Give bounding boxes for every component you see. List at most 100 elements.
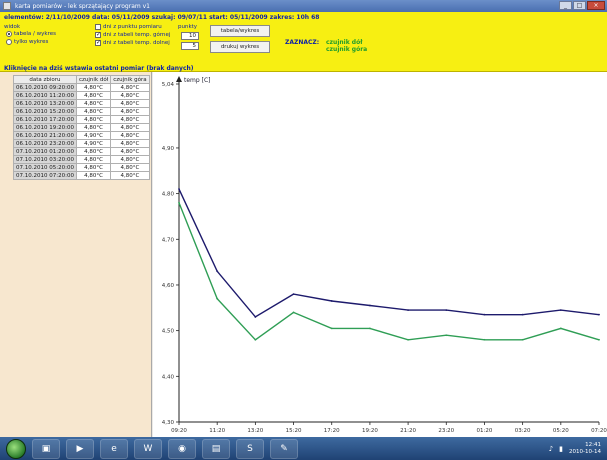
checkbox-checked-icon[interactable]: ✓: [95, 39, 102, 46]
maximize-button[interactable]: □: [573, 1, 586, 10]
table-row[interactable]: 06.10.2010 09:20:00 4,80°C 4,80°C: [13, 83, 150, 92]
temperature-chart: temp [C] 5,04 4,90 4,80 4,70 4,60 4,50 4,40 4,30…: [162, 76, 607, 434]
folder-icon[interactable]: ▤: [202, 438, 230, 459]
table-row[interactable]: 07.10.2010 05:20:00 4,80°C 4,80°C: [13, 163, 150, 172]
close-button[interactable]: ×: [587, 1, 605, 10]
table-row[interactable]: 07.10.2010 07:20:00 4,80°C 4,80°C: [13, 171, 150, 180]
explorer-icon[interactable]: ▣: [32, 438, 60, 459]
column-header-upper[interactable]: czujnik góra: [110, 75, 150, 84]
cell-date: 07.10.2010 03:20:00: [13, 155, 77, 164]
y-tick-label: 4,50: [162, 329, 175, 335]
app-icon: [3, 2, 11, 10]
cell-lower: 4,80°C: [75, 123, 112, 132]
y-axis-label: temp [C]: [184, 77, 210, 84]
table-row[interactable]: 07.10.2010 03:20:00 4,80°C 4,80°C: [13, 155, 150, 164]
radio-on-icon[interactable]: [6, 31, 12, 37]
measurements-table: data zbioru czujnik dół czujnik góra 06.…: [13, 75, 150, 180]
x-tick-label: 01:20: [477, 428, 493, 434]
cell-upper: 4,80°C: [110, 123, 150, 132]
check-upper-table[interactable]: ✓ dni z tabeli temp. górnej: [95, 31, 171, 38]
cell-date: 06.10.2010 15:20:00: [13, 107, 77, 116]
view-option-chart[interactable]: tylko wykres: [6, 39, 48, 45]
column-header-lower[interactable]: czujnik dół: [75, 75, 112, 84]
minimize-button[interactable]: _: [559, 1, 572, 10]
y-tick-label: 4,60: [162, 283, 175, 289]
table-row[interactable]: 06.10.2010 15:20:00 4,80°C 4,80°C: [13, 107, 150, 116]
series-1-point: [598, 338, 600, 341]
series-line-0: [178, 188, 600, 318]
app-icon[interactable]: ✎: [270, 438, 298, 459]
cell-lower: 4,80°C: [75, 155, 112, 164]
series-1-point: [559, 327, 562, 330]
table-chart-button[interactable]: tabela/wykres: [210, 25, 270, 37]
cell-lower: 4,90°C: [75, 131, 112, 140]
series-0-point: [330, 300, 333, 302]
x-tick-label: 17:20: [324, 428, 340, 434]
series-1-point: [521, 338, 524, 341]
header-panel: elementów: 2/11/10/2009 data: 05/11/2009…: [0, 12, 607, 72]
view-option-table[interactable]: tabela / wykres: [6, 31, 56, 37]
series-0-point: [598, 313, 600, 316]
series-1-point: [292, 311, 295, 314]
table-row[interactable]: 07.10.2010 01:20:00 4,80°C 4,80°C: [13, 147, 150, 156]
word-icon[interactable]: W: [134, 438, 162, 459]
cell-upper: 4,80°C: [110, 147, 150, 156]
checkbox-icon[interactable]: [95, 24, 101, 30]
y-tick-label: 4,40: [162, 374, 175, 380]
firefox-icon[interactable]: ◉: [168, 438, 196, 459]
radio-off-icon[interactable]: [6, 39, 12, 45]
table-row[interactable]: 06.10.2010 17:20:00 4,80°C 4,80°C: [13, 115, 150, 124]
series-1-point: [483, 338, 486, 341]
series-1-point: [254, 338, 257, 341]
y-tick-label: 4,30: [162, 420, 175, 426]
points-stepper-2[interactable]: 5: [181, 42, 199, 50]
media-icon[interactable]: ▶: [66, 438, 94, 459]
table-header-row: data zbioru czujnik dół czujnik góra: [13, 75, 150, 84]
table-row[interactable]: 06.10.2010 21:20:00 4,90°C 4,80°C: [13, 131, 150, 140]
table-row[interactable]: 06.10.2010 11:20:00 4,80°C 4,80°C: [13, 91, 150, 100]
skype-icon[interactable]: S: [236, 438, 264, 459]
series-0-point: [254, 316, 257, 318]
cell-date: 06.10.2010 17:20:00: [13, 115, 77, 124]
table-row[interactable]: 06.10.2010 13:20:00 4,80°C 4,80°C: [13, 99, 150, 108]
x-tick-label: 05:20: [553, 428, 569, 434]
system-tray: ♪ ▮ 12:41 2010-10-14: [549, 442, 607, 456]
cell-date: 06.10.2010 19:20:00: [13, 123, 77, 132]
x-tick-label: 23:20: [438, 428, 454, 434]
check-measure-point[interactable]: dni z punktu pomiaru: [95, 24, 162, 30]
chart-area: temp [C] 5,04 4,90 4,80 4,70 4,60 4,50 4,40 4,30…: [153, 72, 607, 437]
start-button[interactable]: [6, 438, 26, 459]
window-title: karta pomiarów - lek sprzątający program…: [15, 2, 150, 10]
selection-lower: czujnik góra: [326, 46, 368, 53]
series-0-point: [521, 313, 524, 316]
x-tick-label: 13:20: [247, 428, 263, 434]
cell-lower: 4,80°C: [75, 171, 112, 180]
cell-date: 07.10.2010 07:20:00: [13, 171, 77, 180]
clock-time: 12:41: [585, 441, 601, 448]
volume-icon[interactable]: ♪: [548, 444, 554, 453]
x-tick-label: 21:20: [400, 428, 416, 434]
table-row[interactable]: 06.10.2010 19:20:00 4,80°C 4,80°C: [13, 123, 150, 132]
series-0-point: [216, 270, 219, 273]
network-icon[interactable]: ▮: [559, 444, 564, 453]
x-tick-label: 09:20: [171, 428, 187, 434]
series-1-point: [445, 334, 448, 337]
check-lower-table[interactable]: ✓ dni z tabeli temp. dolnej: [95, 39, 170, 46]
cell-lower: 4,80°C: [75, 115, 112, 124]
column-header-date[interactable]: data zbioru: [13, 75, 77, 84]
measurements-panel: data zbioru czujnik dół czujnik góra 06.…: [0, 72, 152, 437]
ie-icon[interactable]: e: [100, 438, 128, 459]
checkbox-checked-icon[interactable]: ✓: [95, 31, 102, 38]
cell-upper: 4,80°C: [110, 139, 150, 148]
cell-lower: 4,80°C: [75, 83, 112, 92]
clock[interactable]: 12:41 2010-10-14: [569, 442, 601, 456]
clock-date: 2010-10-14: [569, 448, 601, 455]
points-stepper[interactable]: 10: [181, 32, 199, 40]
series-0-point: [407, 309, 409, 311]
series-1-point: [216, 297, 219, 300]
cell-lower: 4,80°C: [75, 107, 112, 116]
cell-upper: 4,80°C: [110, 163, 150, 172]
print-chart-button[interactable]: drukuj wykres: [210, 41, 270, 53]
table-row[interactable]: 06.10.2010 23:20:00 4,90°C 4,80°C: [13, 139, 150, 148]
